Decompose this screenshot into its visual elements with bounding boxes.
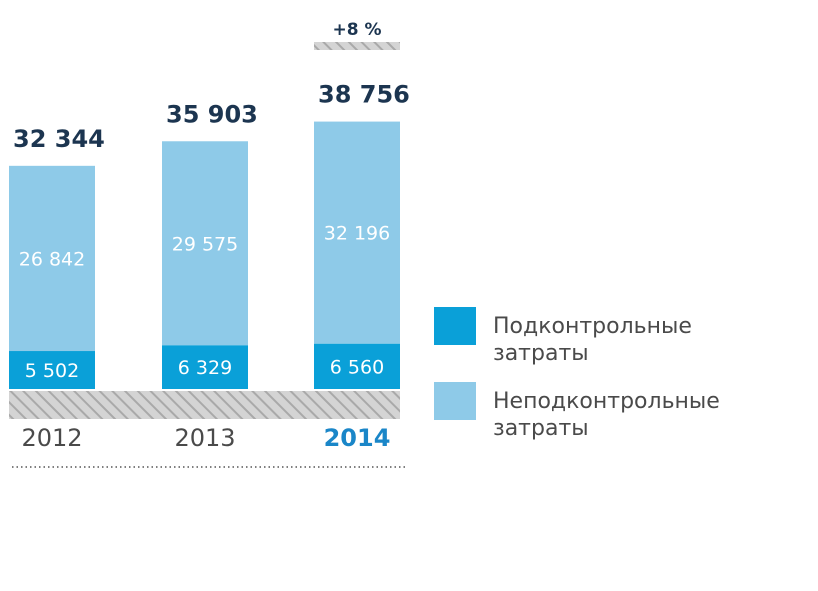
data-label-controlled-2013: 6 329 — [178, 357, 232, 379]
x-tick-label-2014: 2014 — [324, 424, 391, 452]
bar-uncontrolled-2013 — [162, 141, 248, 346]
bar-uncontrolled-2014 — [314, 121, 400, 344]
growth-hatch — [314, 42, 400, 50]
total-label-2014: 38 756 — [318, 81, 410, 109]
data-label-uncontrolled-2013: 29 575 — [172, 233, 238, 255]
legend-swatch-2 — [434, 382, 476, 420]
data-label-controlled-2012: 5 502 — [25, 360, 79, 382]
total-label-2012: 32 344 — [13, 125, 105, 153]
bar-controlled-2013 — [162, 345, 248, 389]
legend-label-1-line-1: Подконтрольные — [493, 314, 692, 339]
data-label-uncontrolled-2014: 32 196 — [324, 223, 390, 245]
bar-controlled-2012 — [9, 351, 95, 389]
legend-label-2-line-2: затраты — [493, 416, 589, 441]
x-tick-label-2013: 2013 — [174, 424, 235, 452]
bar-controlled-2014 — [314, 343, 400, 389]
total-label-2013: 35 903 — [166, 100, 258, 128]
bar-uncontrolled-2012 — [9, 165, 95, 352]
legend-label-2-line-1: Неподконтрольные — [493, 389, 720, 414]
baseline-hatch — [9, 391, 400, 419]
legend-swatch-1 — [434, 307, 476, 345]
growth-annotation: +8 % — [332, 20, 381, 40]
legend-label-1-line-2: затраты — [493, 341, 589, 366]
data-label-uncontrolled-2012: 26 842 — [19, 248, 85, 270]
x-tick-label-2012: 2012 — [21, 424, 82, 452]
data-label-controlled-2014: 6 560 — [330, 356, 384, 378]
